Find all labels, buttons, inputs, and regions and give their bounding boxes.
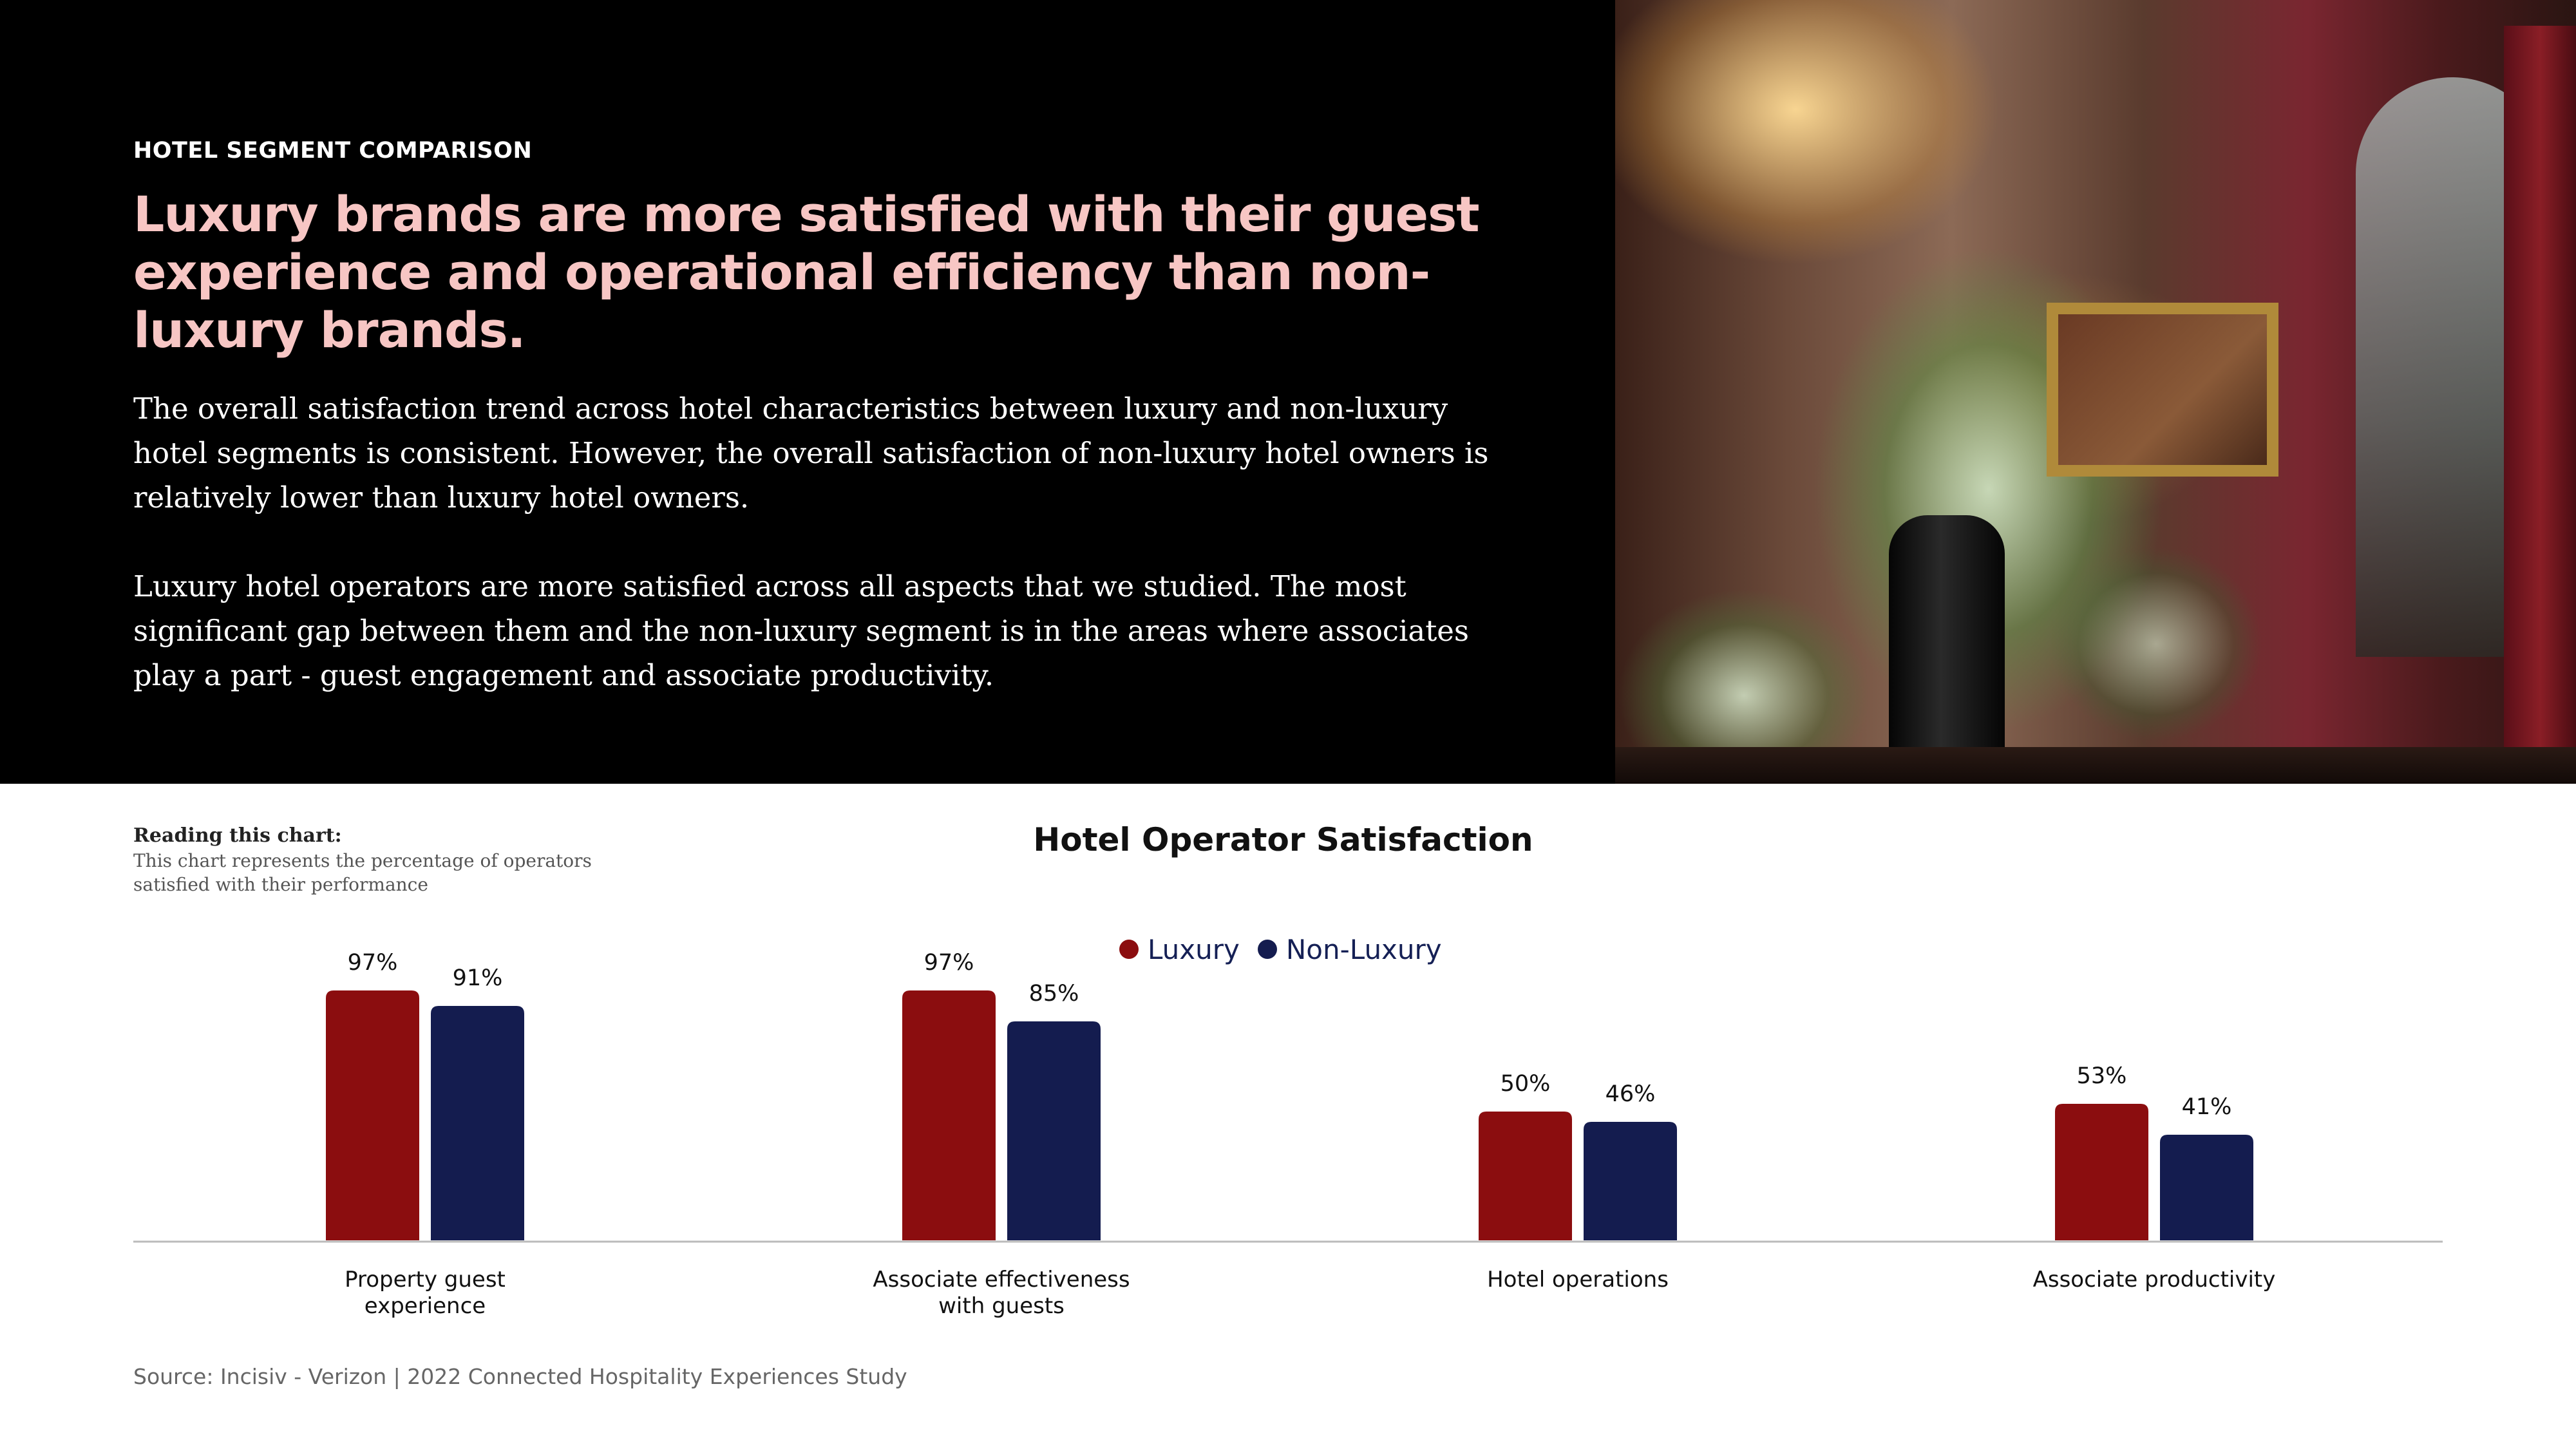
legend-item-non-luxury: Non-Luxury [1257,933,1442,965]
photo-vase [1889,515,2005,784]
category-label-0-1: experience [365,1293,486,1319]
section-kicker: HOTEL SEGMENT COMPARISON [133,138,533,164]
category-label-3-0: Associate productivity [2033,1267,2276,1293]
intro-paragraph-1: The overall satisfaction trend across ho… [133,392,1489,515]
data-label-non-luxury-1: 85% [1029,981,1079,1007]
legend-label-non-luxury: Non-Luxury [1285,933,1442,965]
data-label-non-luxury-0: 91% [453,965,503,991]
chart-title: Hotel Operator Satisfaction [1033,821,1533,858]
legend-item-luxury: Luxury [1119,934,1240,965]
data-label-luxury-3: 53% [2077,1063,2127,1089]
intro-paragraph-2: Luxury hotel operators are more satisfie… [133,569,1470,692]
hotel-lobby-photo [1615,0,2576,784]
reading-note-body: This chart represents the percentage of … [133,850,592,895]
headline: Luxury brands are more satisfied with th… [133,185,1480,359]
bar-luxury-3 [2055,1104,2148,1240]
photo-curtain [2504,26,2576,784]
reading-note-title: Reading this chart: [133,824,342,847]
category-label-1-1: with guests [938,1293,1065,1319]
category-label-1-0: Associate effectiveness [873,1267,1130,1293]
bar-luxury-0 [326,990,419,1240]
legend-label-luxury: Luxury [1148,933,1240,965]
bar-non-luxury-0 [431,1006,524,1240]
data-label-non-luxury-3: 41% [2182,1094,2232,1120]
source-note: Source: Incisiv - Verizon | 2022 Connect… [133,1364,907,1389]
data-label-luxury-1: 97% [924,950,974,976]
intro-panel: HOTEL SEGMENT COMPARISON Luxury brands a… [0,0,1615,784]
bar-luxury-2 [1479,1112,1572,1240]
photo-painting [2047,303,2278,477]
category-label-0-0: Property guest [345,1267,506,1293]
data-label-luxury-2: 50% [1501,1071,1551,1097]
legend-swatch-non-luxury [1257,940,1277,959]
bar-non-luxury-1 [1007,1021,1101,1240]
photo-table [1615,747,2576,784]
category-label-2-0: Hotel operations [1487,1267,1669,1293]
chart-legend: Luxury Non-Luxury [1119,931,1460,967]
data-label-non-luxury-2: 46% [1605,1081,1656,1107]
bar-non-luxury-3 [2160,1135,2253,1240]
bar-non-luxury-2 [1584,1122,1677,1240]
data-label-luxury-0: 97% [348,950,398,976]
legend-swatch-luxury [1119,940,1139,959]
bar-luxury-1 [902,990,996,1240]
